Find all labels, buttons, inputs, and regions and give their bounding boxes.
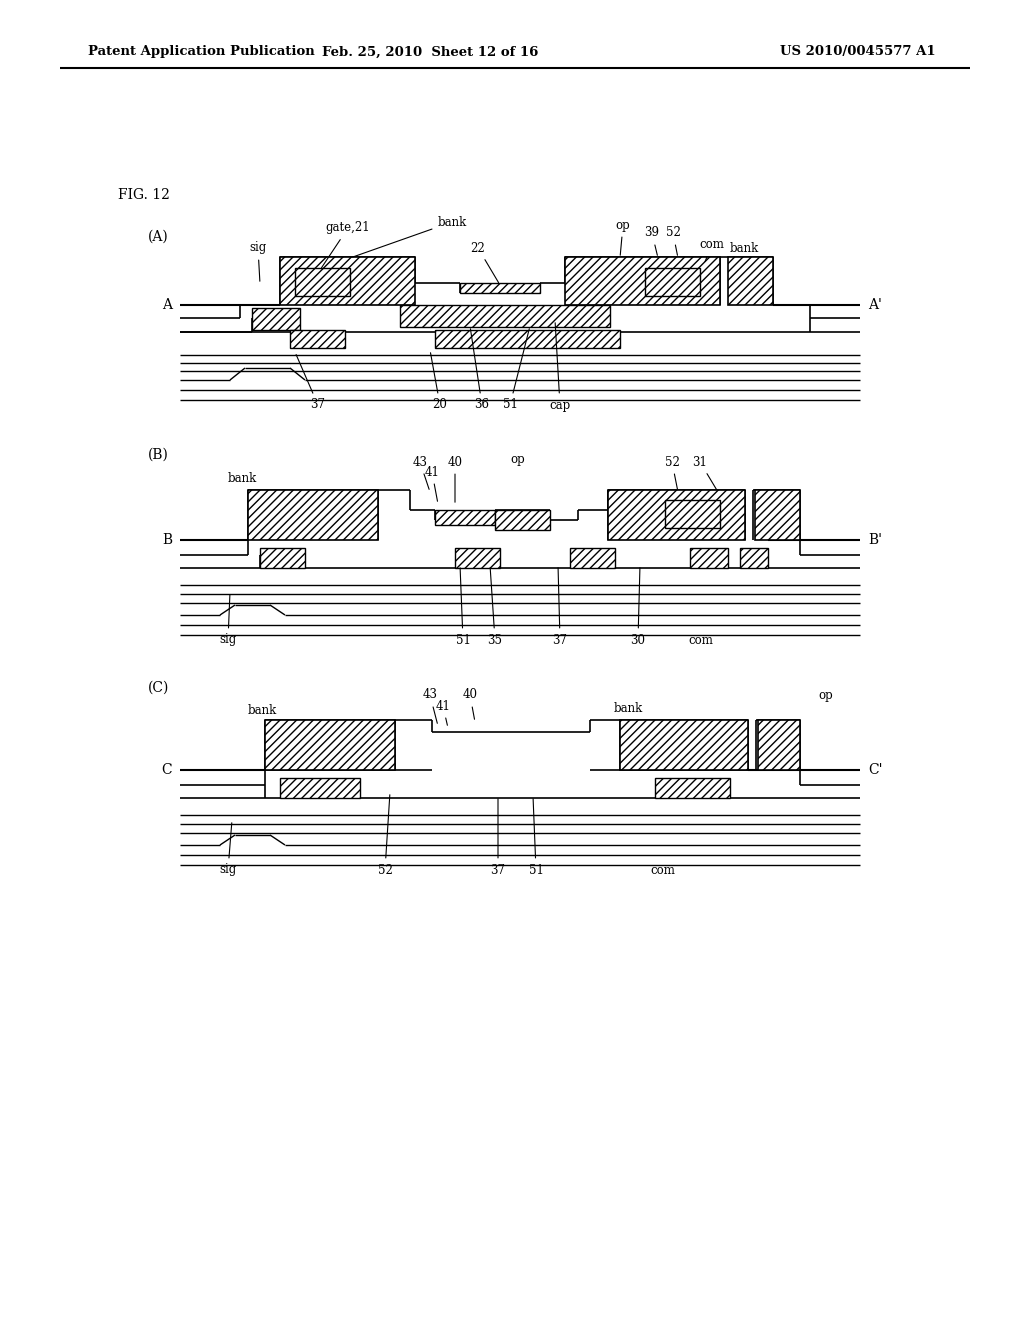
Text: 35: 35 bbox=[487, 568, 503, 647]
Text: 52: 52 bbox=[666, 227, 680, 255]
Text: 43: 43 bbox=[413, 455, 429, 490]
Text: 52: 52 bbox=[665, 455, 680, 490]
Text: Patent Application Publication: Patent Application Publication bbox=[88, 45, 314, 58]
Bar bbox=[758, 719, 800, 770]
Text: sig: sig bbox=[219, 595, 237, 647]
Text: 37: 37 bbox=[296, 355, 326, 412]
Text: 20: 20 bbox=[430, 352, 447, 412]
Bar bbox=[570, 548, 615, 568]
Text: C': C' bbox=[868, 763, 883, 777]
Text: 39: 39 bbox=[644, 227, 659, 255]
Bar bbox=[400, 305, 610, 327]
Bar bbox=[620, 719, 748, 770]
Text: 31: 31 bbox=[692, 455, 717, 490]
Text: 30: 30 bbox=[631, 568, 645, 647]
Bar bbox=[665, 500, 720, 528]
Text: B: B bbox=[162, 533, 172, 546]
Bar bbox=[495, 510, 550, 531]
Text: com: com bbox=[650, 863, 675, 876]
Text: 40: 40 bbox=[447, 455, 463, 502]
Bar bbox=[645, 268, 700, 296]
Text: bank: bank bbox=[730, 242, 759, 255]
Text: 51: 51 bbox=[503, 329, 529, 412]
Bar bbox=[280, 777, 360, 799]
Bar bbox=[655, 777, 730, 799]
Text: US 2010/0045577 A1: US 2010/0045577 A1 bbox=[780, 45, 936, 58]
Text: 51: 51 bbox=[456, 568, 470, 647]
Text: (A): (A) bbox=[148, 230, 169, 244]
Text: 37: 37 bbox=[553, 568, 567, 647]
Text: 36: 36 bbox=[470, 329, 489, 412]
Text: cap: cap bbox=[549, 323, 570, 412]
Bar bbox=[455, 548, 500, 568]
Text: C: C bbox=[162, 763, 172, 777]
Text: bank: bank bbox=[352, 215, 467, 257]
Bar bbox=[265, 719, 395, 770]
Text: 40: 40 bbox=[463, 689, 477, 719]
Text: 52: 52 bbox=[378, 795, 392, 876]
Text: 43: 43 bbox=[423, 689, 437, 723]
Text: bank: bank bbox=[248, 704, 278, 717]
Bar bbox=[690, 548, 728, 568]
Bar bbox=[290, 330, 345, 348]
Text: com: com bbox=[688, 634, 713, 647]
Text: 41: 41 bbox=[435, 700, 451, 725]
Text: 51: 51 bbox=[528, 799, 544, 876]
Bar bbox=[460, 282, 540, 293]
Bar bbox=[728, 257, 773, 305]
Bar bbox=[252, 308, 300, 330]
Bar bbox=[248, 490, 378, 540]
Bar bbox=[260, 548, 305, 568]
Bar bbox=[295, 268, 350, 296]
Text: bank: bank bbox=[614, 701, 643, 714]
Text: op: op bbox=[510, 454, 524, 466]
Text: 22: 22 bbox=[471, 242, 499, 282]
Text: FIG. 12: FIG. 12 bbox=[118, 187, 170, 202]
Text: sig: sig bbox=[250, 242, 266, 281]
Text: gate,21: gate,21 bbox=[322, 222, 371, 268]
Text: Feb. 25, 2010  Sheet 12 of 16: Feb. 25, 2010 Sheet 12 of 16 bbox=[322, 45, 539, 58]
Text: B': B' bbox=[868, 533, 882, 546]
Text: A': A' bbox=[868, 298, 882, 312]
Bar bbox=[740, 548, 768, 568]
Bar bbox=[280, 257, 415, 305]
Text: (C): (C) bbox=[148, 681, 169, 696]
Bar bbox=[608, 490, 745, 540]
Bar bbox=[565, 257, 720, 305]
Text: op: op bbox=[615, 219, 631, 255]
Text: A: A bbox=[162, 298, 172, 312]
Text: bank: bank bbox=[228, 471, 257, 484]
Text: com: com bbox=[699, 239, 724, 261]
Text: 41: 41 bbox=[425, 466, 439, 502]
Text: (B): (B) bbox=[148, 447, 169, 462]
Bar bbox=[435, 510, 495, 525]
Text: op: op bbox=[818, 689, 833, 701]
Text: sig: sig bbox=[219, 822, 237, 876]
Bar bbox=[755, 490, 800, 540]
Bar bbox=[435, 330, 620, 348]
Text: 37: 37 bbox=[490, 799, 506, 876]
